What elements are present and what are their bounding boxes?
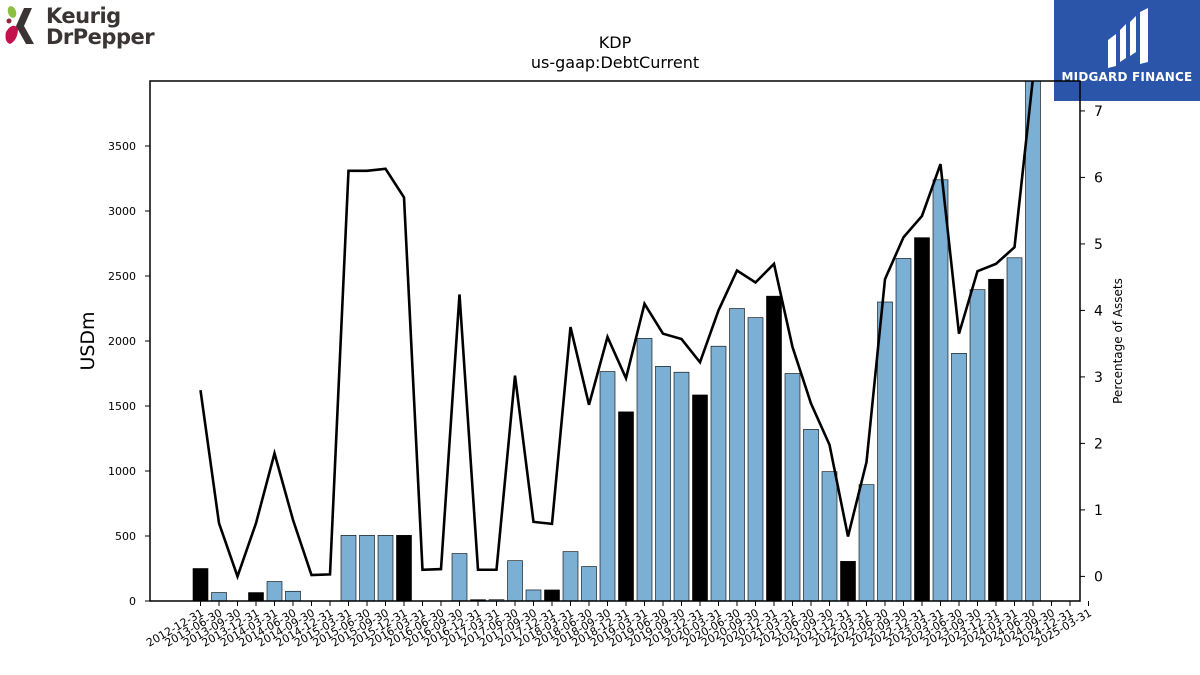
bar-2022-09-30 [895,258,912,602]
chart-subtitle: us-gaap:DebtCurrent [531,53,699,72]
y-tick-label: 3500 [108,140,136,153]
y2-axis-label: Percentage of Assets [1111,278,1125,404]
bar-2013-12-31 [248,592,264,602]
bar-2015-06-30 [359,535,375,602]
x-axis: 2012-12-312013-06-302013-09-302013-12-31… [144,601,1094,650]
bar-2018-09-30 [599,371,616,602]
bar-2015-09-30 [377,535,394,602]
midgard-logo-mark-icon [1108,8,1148,68]
bar-2018-03-31 [562,551,579,602]
bar-2020-06-30 [729,308,745,602]
y2-tick-label: 1 [1094,503,1103,519]
bar-2018-06-30 [581,566,597,602]
midgard-finance-logo: MIDGARD FINANCE [1054,0,1200,101]
bar-2020-03-31 [710,345,727,602]
bar-2020-12-31 [766,295,782,602]
line-group [199,81,1034,581]
bar-2020-09-30 [747,317,764,602]
bar-2022-03-31 [858,484,875,602]
y-tick-label: 500 [115,530,136,543]
bar-2017-12-31 [544,589,560,602]
y-axis-right: 0 1 2 3 4 5 6 7 [1080,104,1103,585]
bar-2022-06-30 [877,301,893,602]
y-axis-left: 0 500 1000 1500 2000 2500 3000 3500 [108,140,150,608]
midgard-logo-text: MIDGARD FINANCE [1061,70,1193,84]
bar-2013-06-30 [211,592,227,602]
y2-tick-label: 5 [1094,237,1103,253]
y2-tick-label: 3 [1094,370,1103,386]
y2-tick-label: 7 [1094,104,1103,120]
percentage-line [199,81,1034,581]
keurig-drpepper-logo: Keurig DrPepper [4,4,164,52]
y2-tick-label: 4 [1094,303,1103,319]
y-tick-label: 2000 [108,335,136,348]
bar-2019-06-30 [655,366,671,602]
bar-2019-12-31 [692,394,708,602]
bar-group [192,80,1041,602]
y2-tick-label: 2 [1094,436,1103,452]
bar-2017-09-30 [525,589,542,602]
bar-2018-12-31 [618,411,634,602]
bar-2019-03-31 [636,338,653,602]
y-tick-label: 1000 [108,465,136,478]
bar-2014-03-31 [266,581,283,602]
bar-2024-06-30 [1025,80,1041,602]
bar-2015-03-31 [340,535,357,602]
bar-2022-12-31 [914,237,930,602]
bar-2016-09-30 [451,553,468,602]
bar-2012-12-31 [192,568,209,602]
bar-2023-03-31 [932,179,949,602]
y-tick-label: 0 [129,595,136,608]
y-tick-label: 1500 [108,400,136,413]
logo-line-keurig: Keurig [46,4,121,28]
bar-2021-03-31 [784,373,801,602]
bar-2023-12-31 [988,278,1004,602]
logo-line-drpepper: DrPepper [46,25,155,49]
bar-2024-03-31 [1006,257,1023,602]
y-axis-label: USDm [77,311,99,370]
bar-2023-06-30 [951,353,967,602]
kdp-logo-mark-icon [5,6,34,44]
y2-tick-label: 6 [1094,170,1103,186]
bar-2014-06-30 [285,590,301,602]
y2-tick-label: 0 [1094,569,1103,585]
bar-2015-12-31 [396,535,412,602]
bar-2021-12-31 [840,561,856,602]
bar-2021-06-30 [803,429,819,602]
chart-title: KDP [599,33,632,52]
bar-2019-09-30 [673,371,690,602]
y-tick-label: 2500 [108,270,136,283]
bar-2023-09-30 [969,289,986,602]
bar-2021-09-30 [821,471,838,602]
y-tick-label: 3000 [108,205,136,218]
bar-2017-06-30 [507,560,523,602]
